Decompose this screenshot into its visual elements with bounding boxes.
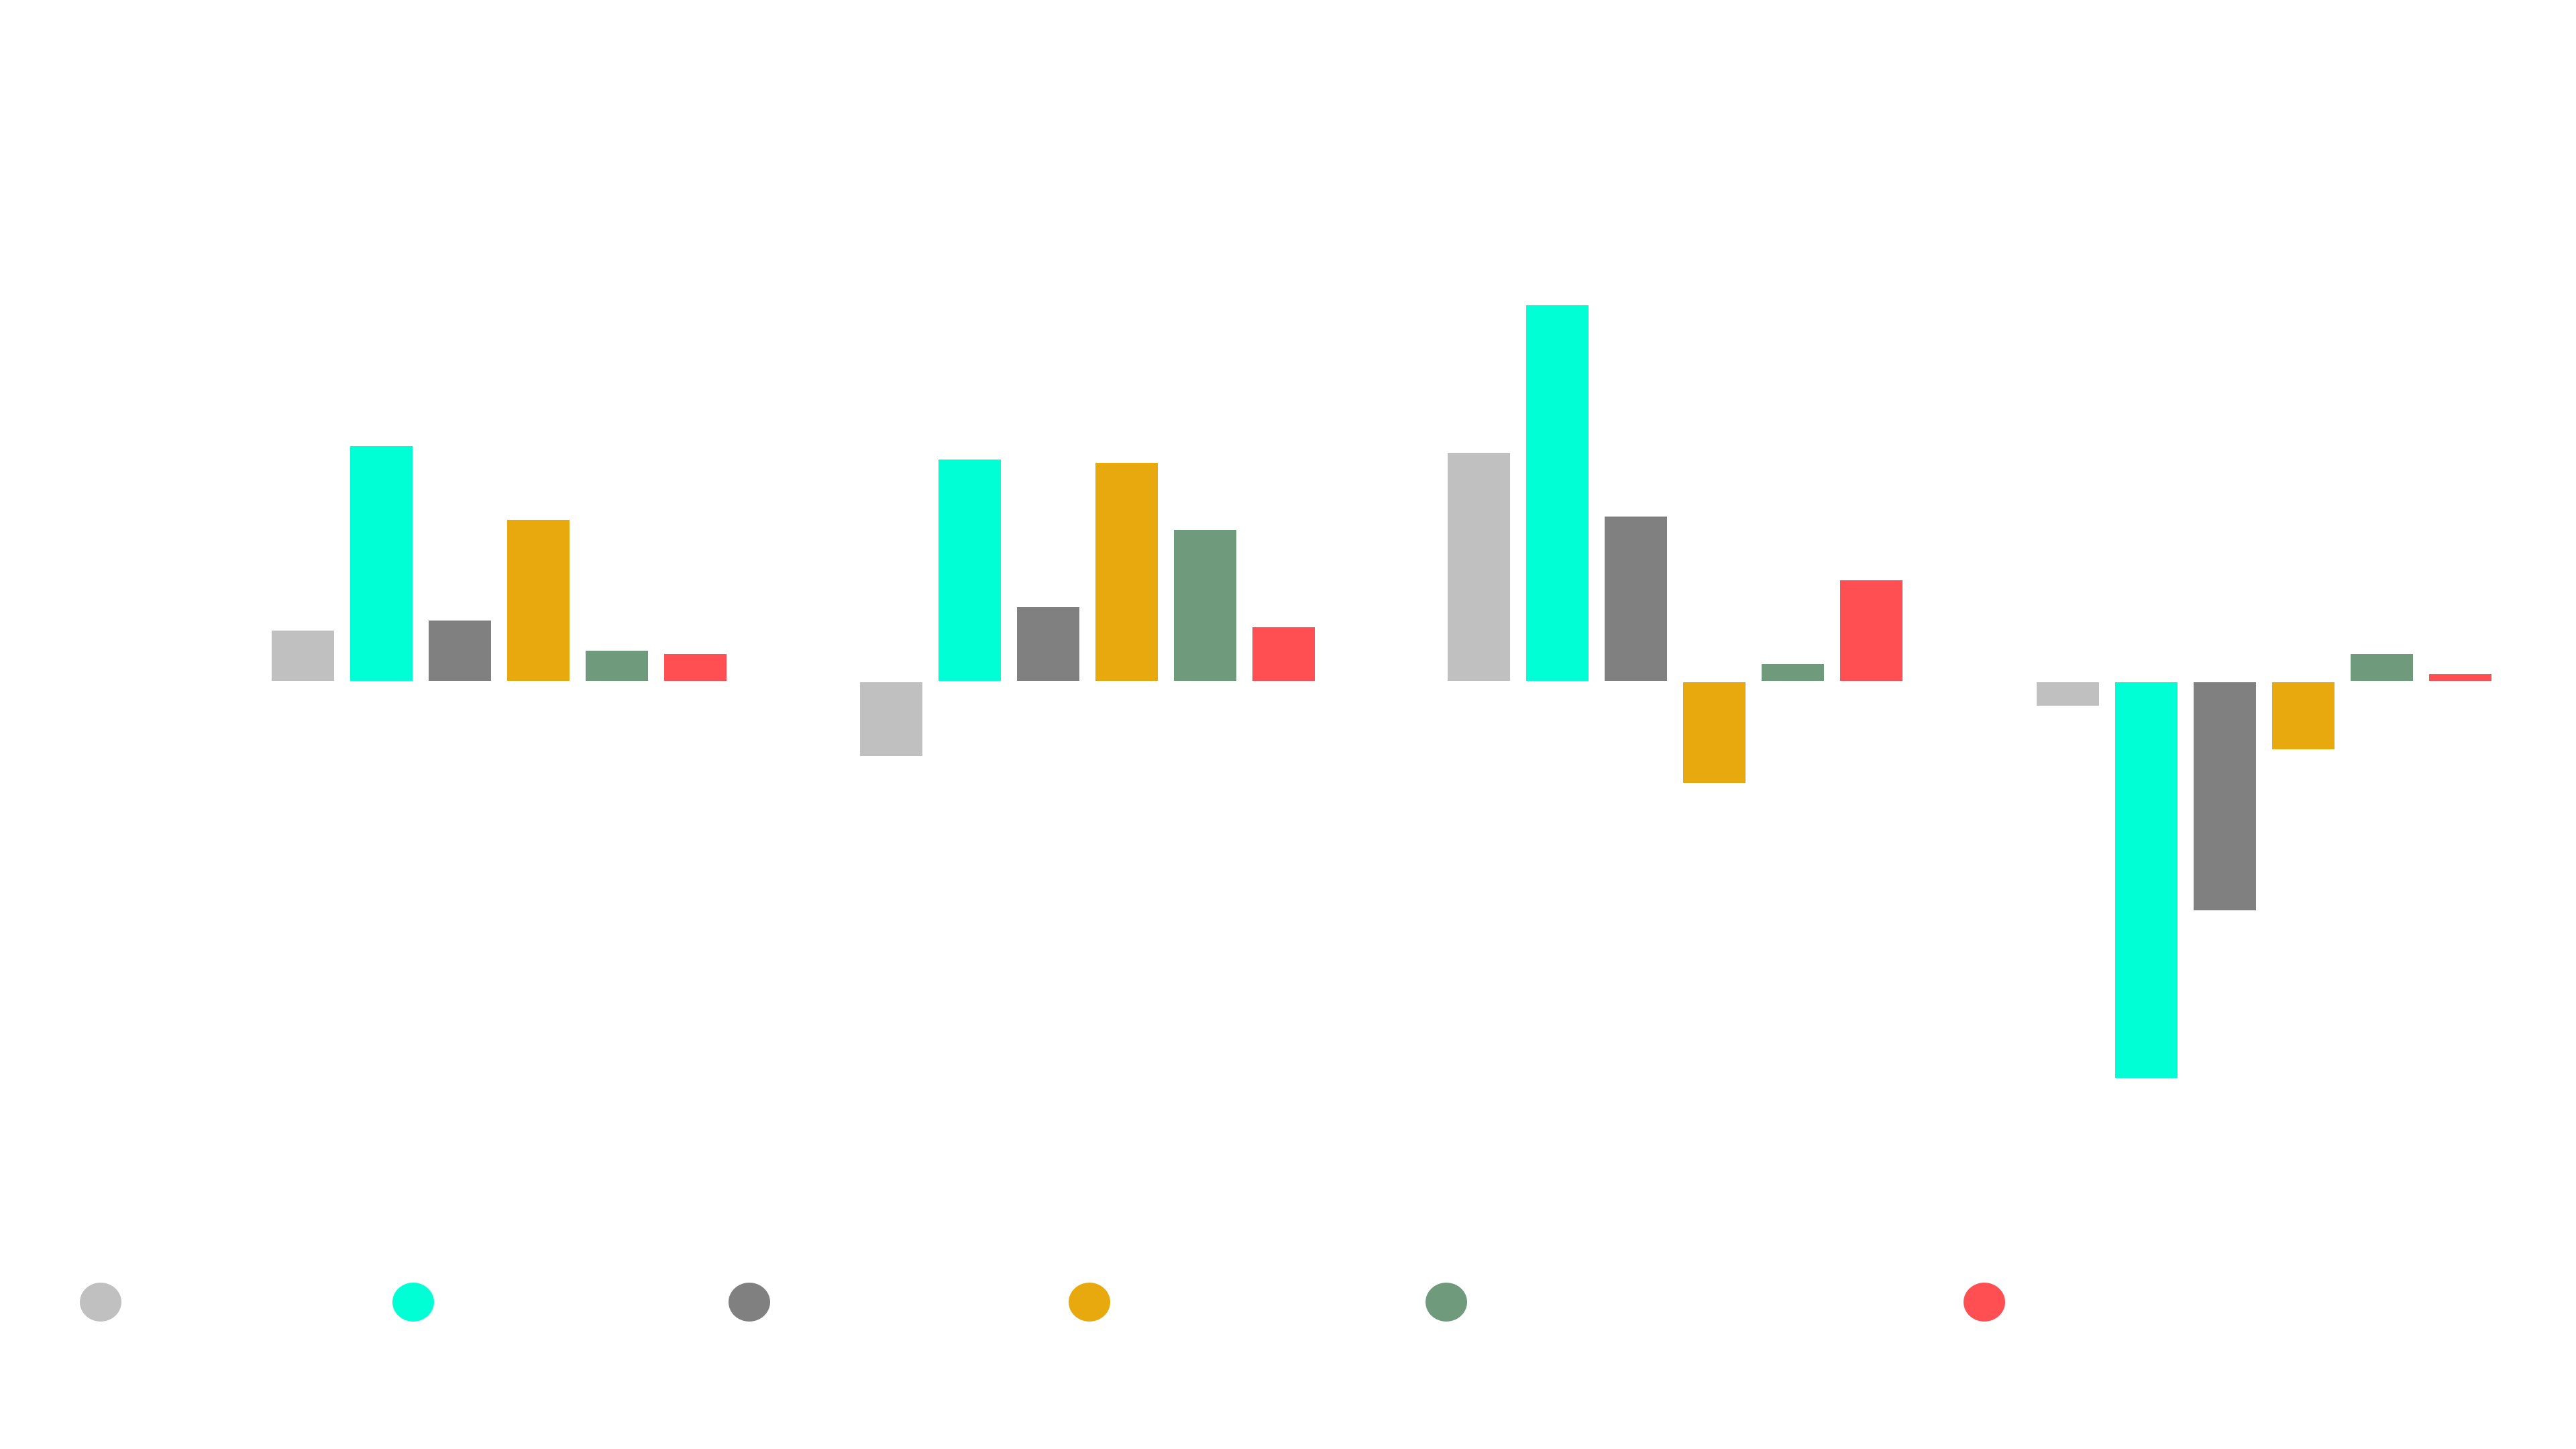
- bar-series-3-group-4: [2194, 682, 2256, 910]
- bar-series-5-group-2: [1174, 530, 1236, 681]
- bar-series-1-group-2: [860, 682, 922, 756]
- bar-series-2-group-4: [2115, 682, 2178, 1078]
- bar-series-5-group-3: [1762, 664, 1824, 681]
- bar-series-2-group-2: [938, 460, 1001, 681]
- bar-series-4-group-3: [1683, 682, 1746, 783]
- bar-series-6-group-3: [1840, 580, 1902, 681]
- bar-series-5-group-4: [2351, 654, 2413, 681]
- bar-series-3-group-3: [1605, 517, 1667, 681]
- bar-series-1-group-4: [2037, 682, 2099, 706]
- bar-series-4-group-2: [1095, 463, 1158, 681]
- bars-layer: [272, 305, 2491, 1078]
- bar-series-2-group-3: [1526, 305, 1589, 681]
- bar-series-4-group-4: [2272, 682, 2334, 749]
- bar-series-3-group-1: [429, 621, 491, 681]
- bar-series-5-group-1: [586, 651, 648, 681]
- bar-series-2-group-1: [350, 446, 413, 681]
- legend-marker-series-1: [80, 1283, 121, 1322]
- legend-marker-series-4: [1069, 1283, 1110, 1322]
- bar-series-3-group-2: [1017, 607, 1079, 681]
- legend-marker-series-5: [1426, 1283, 1467, 1322]
- bar-series-6-group-4: [2429, 674, 2491, 681]
- bar-series-6-group-2: [1252, 627, 1315, 681]
- legend-marker-series-6: [1964, 1283, 2005, 1322]
- bar-series-4-group-1: [507, 520, 570, 681]
- bar-series-1-group-3: [1448, 453, 1510, 681]
- legend-marker-series-2: [392, 1283, 434, 1322]
- legend: [80, 1283, 2005, 1322]
- bar-series-6-group-1: [664, 654, 727, 681]
- bar-series-1-group-1: [272, 631, 334, 681]
- legend-marker-series-3: [729, 1283, 770, 1322]
